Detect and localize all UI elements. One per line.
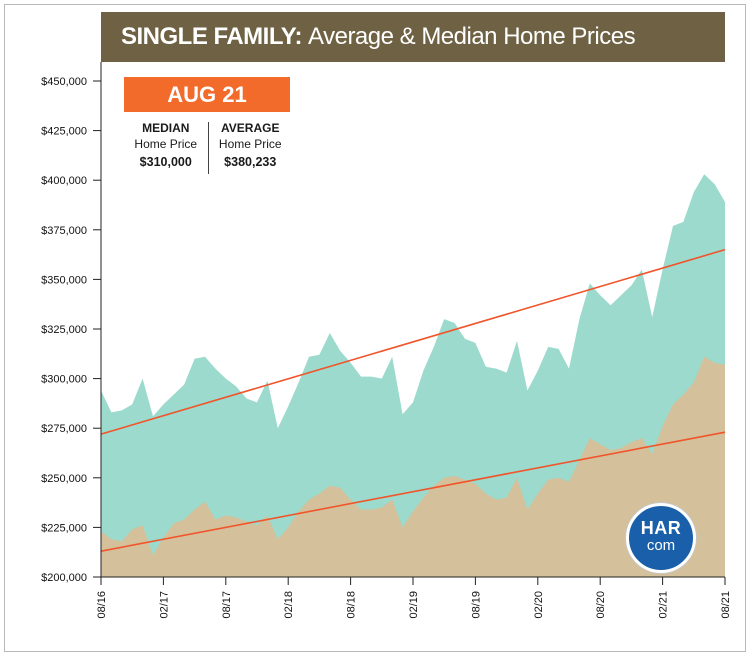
- median-value: $310,000: [139, 155, 192, 169]
- x-tick-label: 08/18: [346, 591, 358, 619]
- y-tick-label: $250,000: [41, 473, 87, 485]
- average-value: $380,233: [224, 155, 277, 169]
- y-tick-label: $425,000: [41, 126, 87, 138]
- median-sublabel: Home Price: [134, 137, 198, 151]
- average-stat: AVERAGE Home Price $380,233: [209, 120, 293, 174]
- y-tick-label: $350,000: [41, 274, 87, 286]
- chart-title-rest: Average & Median Home Prices: [308, 23, 636, 50]
- y-tick-label: $275,000: [41, 423, 87, 435]
- x-tick-label: 02/21: [658, 591, 670, 619]
- x-tick-label: 08/17: [221, 591, 233, 619]
- median-stat: MEDIAN Home Price $310,000: [124, 120, 208, 174]
- x-tick-label: 08/21: [720, 591, 732, 619]
- x-tick-label: 08/16: [96, 591, 108, 619]
- y-tick-label: $375,000: [41, 225, 87, 237]
- chart-title-strong: SINGLE FAMILY:: [121, 23, 303, 50]
- price-summary: AUG 21 MEDIAN Home Price $310,000 AVERAG…: [124, 77, 292, 174]
- median-label: MEDIAN: [142, 121, 190, 135]
- average-label: AVERAGE: [221, 121, 280, 135]
- har-logo-bottom: com: [646, 537, 676, 554]
- x-tick-label: 02/18: [283, 591, 295, 619]
- x-tick-label: 02/20: [533, 591, 545, 619]
- x-tick-label: 08/19: [470, 591, 482, 619]
- stat-divider: [207, 122, 209, 174]
- y-tick-label: $225,000: [41, 522, 87, 534]
- y-tick-label: $200,000: [41, 572, 87, 584]
- har-logo: HAR com: [626, 503, 696, 573]
- month-badge: AUG 21: [124, 77, 290, 112]
- average-sublabel: Home Price: [218, 137, 282, 151]
- area-series-1: [101, 174, 725, 577]
- area-series-2: [101, 356, 725, 577]
- trend-line-2: [100, 431, 726, 552]
- x-tick-label: 02/17: [158, 591, 170, 619]
- y-tick-label: $325,000: [41, 324, 87, 336]
- trend-line-1: [100, 248, 726, 435]
- y-tick-label: $300,000: [41, 374, 87, 386]
- y-tick-label: $400,000: [41, 175, 87, 187]
- y-tick-label: $450,000: [41, 76, 87, 88]
- har-logo-top: HAR: [640, 518, 682, 538]
- x-tick-label: 08/20: [595, 591, 607, 619]
- chart-title-banner: SINGLE FAMILY: Average & Median Home Pri…: [101, 12, 725, 62]
- x-tick-label: 02/19: [408, 591, 420, 619]
